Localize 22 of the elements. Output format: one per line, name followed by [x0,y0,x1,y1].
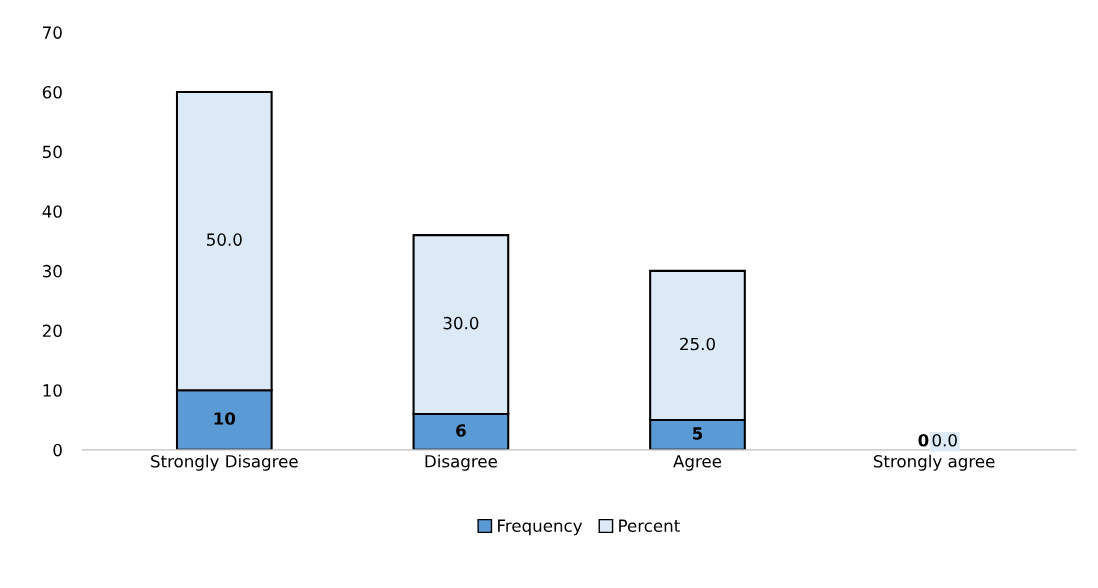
data-label: 25.0 [680,337,715,351]
y-tick-label: 20 [42,324,62,338]
y-tick-label: 60 [42,85,62,99]
y-tick-label: 40 [42,205,62,218]
y-tick-label: 30 [42,264,62,278]
data-label: 0.0 [932,433,957,447]
y-tick-label: 10 [43,384,62,397]
data-label: 10 [214,412,236,425]
y-tick-label: 0 [53,443,62,457]
x-tick-label: Strongly agree [873,454,995,471]
y-tick-label: 70 [43,26,62,39]
legend-label: Frequency [498,519,583,536]
data-label: 30.0 [443,316,479,330]
data-label: 5 [692,427,703,440]
x-tick-label: Strongly Disagree [151,454,298,471]
data-label: 6 [456,424,466,437]
x-tick-label: Agree [673,455,722,471]
legend-label: Percent [619,519,680,532]
data-label: 0 [918,433,929,447]
y-tick-label: 50 [42,145,62,159]
data-label: 50.0 [207,233,242,246]
x-tick-label: Disagree [425,454,497,471]
